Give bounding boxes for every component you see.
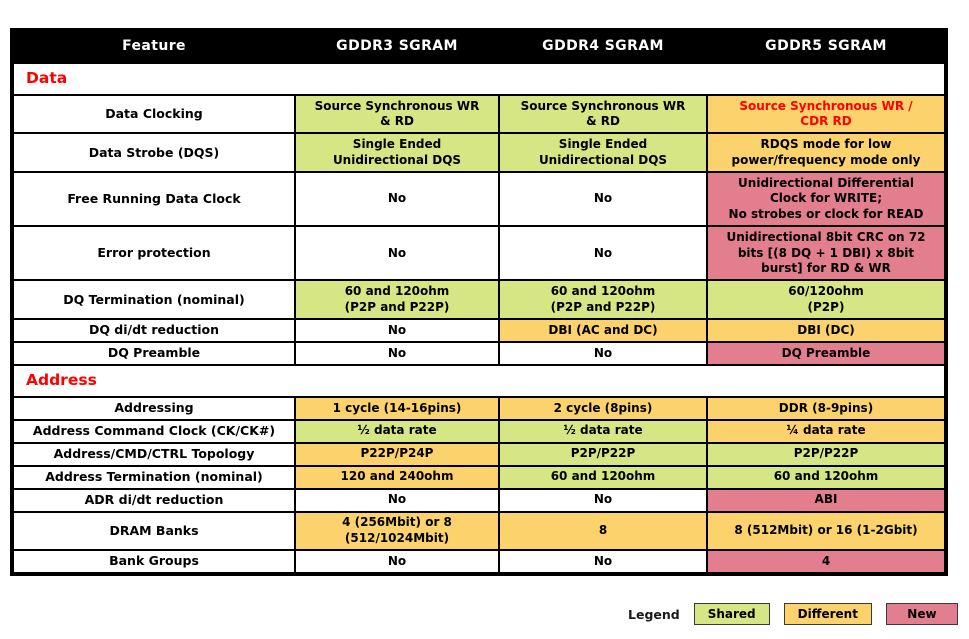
value-cell-gddr4-sgram-adr-di-dt-reduction: No	[498, 487, 708, 513]
legend-item-different: Different	[783, 603, 872, 625]
legend-label: Legend	[628, 606, 680, 622]
value-cell-gddr3-sgram-free-running-data-clock: No	[294, 170, 500, 228]
table-row-dq-di-dt-reduction: DQ di/dt reduction No DBI (AC and DC) DBI (…	[11, 317, 947, 343]
feature-cell-address-command-clock-ck-ck: Address Command Clock (CK/CK#)	[11, 418, 296, 444]
value-cell-gddr4-sgram-address-command-clock-ck-ck: ½ data rate	[498, 418, 708, 444]
value-cell-gddr4-sgram-bank-groups: No	[498, 548, 708, 576]
value-cell-gddr4-sgram-dram-banks: 8	[498, 510, 708, 551]
table-row-address-termination-nominal: Address Termination (nominal) 120 and 240…	[11, 464, 947, 490]
value-cell-gddr5-sgram-addressing: DDR (8-9pins)	[706, 395, 947, 421]
value-cell-gddr5-sgram-dq-preamble: DQ Preamble	[706, 340, 947, 366]
header-row: Feature GDDR3 SGRAM GDDR4 SGRAM GDDR5 SGRAM	[11, 29, 947, 64]
value-cell-gddr5-sgram-address-termination-nominal: 60 and 120ohm	[706, 464, 947, 490]
value-cell-gddr5-sgram-dram-banks: 8 (512Mbit) or 16 (1-2Gbit)	[706, 510, 947, 551]
value-cell-gddr5-sgram-data-strobe-dqs: RDQS mode for low power/frequency mode o…	[706, 132, 947, 173]
value-cell-gddr5-sgram-address-cmd-ctrl-topology: P2P/P22P	[706, 441, 947, 467]
value-cell-gddr5-sgram-bank-groups: 4	[706, 548, 947, 576]
value-cell-gddr4-sgram-data-clocking: Source Synchronous WR & RD	[498, 93, 708, 135]
table-row-dq-termination-nominal: DQ Termination (nominal) 60 and 120ohm (P…	[11, 279, 947, 320]
value-cell-gddr3-sgram-bank-groups: No	[294, 548, 500, 576]
value-cell-gddr3-sgram-adr-di-dt-reduction: No	[294, 487, 500, 513]
feature-cell-address-cmd-ctrl-topology: Address/CMD/CTRL Topology	[11, 441, 296, 467]
feature-cell-dq-di-dt-reduction: DQ di/dt reduction	[11, 317, 296, 343]
table-row-data-strobe-dqs: Data Strobe (DQS) Single Ended Unidirecti…	[11, 132, 947, 173]
value-cell-gddr3-sgram-dq-preamble: No	[294, 340, 500, 366]
feature-cell-dq-termination-nominal: DQ Termination (nominal)	[11, 279, 296, 320]
value-cell-gddr4-sgram-free-running-data-clock: No	[498, 170, 708, 228]
value-cell-gddr5-sgram-dq-di-dt-reduction: DBI (DC)	[706, 317, 947, 343]
feature-cell-address-termination-nominal: Address Termination (nominal)	[11, 464, 296, 490]
feature-cell-addressing: Addressing	[11, 395, 296, 421]
value-cell-gddr3-sgram-dq-di-dt-reduction: No	[294, 317, 500, 343]
table-row-free-running-data-clock: Free Running Data Clock No No Unidirectiona…	[11, 170, 947, 228]
value-cell-gddr4-sgram-error-protection: No	[498, 225, 708, 282]
legend: Legend Shared Different New	[628, 603, 958, 625]
value-cell-gddr3-sgram-dq-termination-nominal: 60 and 120ohm (P2P and P22P)	[294, 279, 500, 320]
table-row-bank-groups: Bank Groups No No 4	[11, 548, 947, 576]
feature-cell-data-strobe-dqs: Data Strobe (DQS)	[11, 132, 296, 173]
table-body: Data Data Clocking Source Synchronous WR &…	[11, 62, 947, 576]
feature-cell-dq-preamble: DQ Preamble	[11, 340, 296, 366]
value-cell-gddr3-sgram-data-clocking: Source Synchronous WR & RD	[294, 93, 500, 135]
value-cell-gddr5-sgram-address-command-clock-ck-ck: ¼ data rate	[706, 418, 947, 444]
value-cell-gddr4-sgram-address-termination-nominal: 60 and 120ohm	[498, 464, 708, 490]
table-row-dq-preamble: DQ Preamble No No DQ Preamble	[11, 340, 947, 366]
feature-cell-dram-banks: DRAM Banks	[11, 510, 296, 551]
value-cell-gddr3-sgram-address-cmd-ctrl-topology: P22P/P24P	[294, 441, 500, 467]
legend-item-new: New	[885, 603, 958, 625]
value-cell-gddr3-sgram-data-strobe-dqs: Single Ended Unidirectional DQS	[294, 132, 500, 173]
table-row-data-clocking: Data Clocking Source Synchronous WR & RD S…	[11, 93, 947, 135]
value-cell-gddr3-sgram-dram-banks: 4 (256Mbit) or 8 (512/1024Mbit)	[294, 510, 500, 551]
column-header-gddr3-sgram: GDDR3 SGRAM	[294, 29, 500, 64]
value-cell-gddr4-sgram-data-strobe-dqs: Single Ended Unidirectional DQS	[498, 132, 708, 173]
column-header-gddr5-sgram: GDDR5 SGRAM	[706, 29, 947, 64]
value-cell-gddr5-sgram-dq-termination-nominal: 60/120ohm (P2P)	[706, 279, 947, 320]
feature-cell-free-running-data-clock: Free Running Data Clock	[11, 170, 296, 228]
value-cell-gddr3-sgram-address-termination-nominal: 120 and 240ohm	[294, 464, 500, 490]
value-cell-gddr4-sgram-dq-preamble: No	[498, 340, 708, 366]
feature-cell-bank-groups: Bank Groups	[11, 548, 296, 576]
section-title-address: Address	[11, 363, 947, 398]
column-header-gddr4-sgram: GDDR4 SGRAM	[498, 29, 708, 64]
table-row-address-command-clock-ck-ck: Address Command Clock (CK/CK#) ½ data rat…	[11, 418, 947, 444]
table-row-address-cmd-ctrl-topology: Address/CMD/CTRL Topology P22P/P24P P2P/P2…	[11, 441, 947, 467]
comparison-table: Feature GDDR3 SGRAM GDDR4 SGRAM GDDR5 SGRAM…	[10, 28, 948, 576]
value-cell-gddr4-sgram-addressing: 2 cycle (8pins)	[498, 395, 708, 421]
value-cell-gddr4-sgram-address-cmd-ctrl-topology: P2P/P22P	[498, 441, 708, 467]
value-cell-gddr5-sgram-error-protection: Unidirectional 8bit CRC on 72 bits [(8 D…	[706, 225, 947, 282]
section-title-data: Data	[11, 62, 947, 96]
value-cell-gddr5-sgram-adr-di-dt-reduction: ABI	[706, 487, 947, 513]
table-row-adr-di-dt-reduction: ADR di/dt reduction No No ABI	[11, 487, 947, 513]
value-cell-gddr3-sgram-addressing: 1 cycle (14-16pins)	[294, 395, 500, 421]
legend-item-shared: Shared	[693, 603, 770, 625]
value-cell-gddr5-sgram-data-clocking: Source Synchronous WR / CDR RD	[706, 93, 947, 135]
column-header-feature: Feature	[11, 29, 296, 64]
section-row-data: Data	[11, 62, 947, 96]
value-cell-gddr3-sgram-error-protection: No	[294, 225, 500, 282]
table-row-dram-banks: DRAM Banks 4 (256Mbit) or 8 (512/1024Mbit…	[11, 510, 947, 551]
value-cell-gddr4-sgram-dq-termination-nominal: 60 and 120ohm (P2P and P22P)	[498, 279, 708, 320]
table-header: Feature GDDR3 SGRAM GDDR4 SGRAM GDDR5 SGRAM	[11, 29, 947, 64]
value-cell-gddr5-sgram-free-running-data-clock: Unidirectional Differential Clock for WR…	[706, 170, 947, 228]
table-row-addressing: Addressing 1 cycle (14-16pins) 2 cycle (8p…	[11, 395, 947, 421]
value-cell-gddr4-sgram-dq-di-dt-reduction: DBI (AC and DC)	[498, 317, 708, 343]
table-row-error-protection: Error protection No No Unidirectional 8bit …	[11, 225, 947, 282]
value-cell-gddr3-sgram-address-command-clock-ck-ck: ½ data rate	[294, 418, 500, 444]
section-row-address: Address	[11, 363, 947, 398]
feature-cell-error-protection: Error protection	[11, 225, 296, 282]
feature-cell-adr-di-dt-reduction: ADR di/dt reduction	[11, 487, 296, 513]
feature-cell-data-clocking: Data Clocking	[11, 93, 296, 135]
